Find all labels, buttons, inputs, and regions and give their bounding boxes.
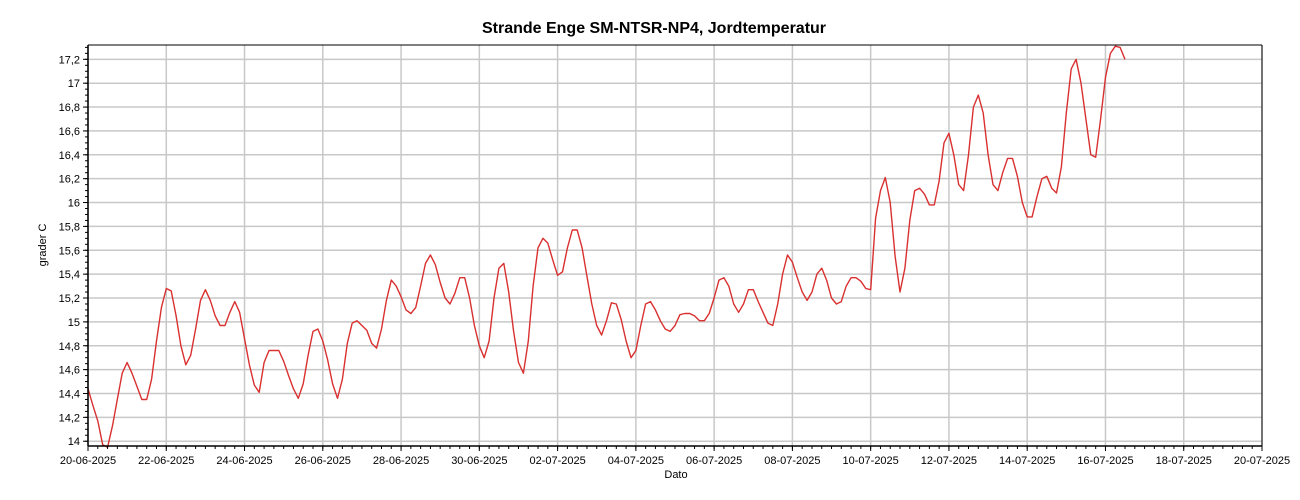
y-tick-label: 14 [68, 436, 80, 448]
x-tick-label: 22-06-2025 [138, 455, 194, 467]
y-tick-label: 14,4 [59, 388, 80, 400]
x-axis-ticks: 20-06-2025 22-06-2025 24-06-2025 26-06-2025… [60, 446, 1290, 467]
series-layer [87, 45, 1126, 448]
y-tick-label: 15,2 [59, 293, 80, 305]
y-tick-label: 17 [68, 78, 80, 90]
y-tick-label: 15 [68, 317, 80, 329]
y-axis-title: grader C [37, 224, 49, 267]
y-tick-label: 16,8 [59, 102, 80, 114]
x-tick-label: 20-07-2025 [1234, 455, 1290, 467]
chart-title: Strande Enge SM-NTSR-NP4, Jordtemperatur [481, 20, 827, 37]
x-axis-title: Dato [664, 469, 687, 481]
y-tick-label: 14,2 [59, 412, 80, 424]
x-tick-label: 10-07-2025 [843, 455, 899, 467]
x-tick-label: 04-07-2025 [608, 455, 664, 467]
y-axis-ticks: 14 14,2 14,4 14,6 14,8 15 15,2 15,4 15,6 15,8 16 16… [59, 46, 88, 448]
x-tick-label: 08-07-2025 [764, 455, 820, 467]
y-tick-label: 14,6 [59, 365, 80, 377]
series-line [87, 45, 1126, 448]
y-tick-label: 16 [68, 198, 80, 210]
x-tick-label: 02-07-2025 [529, 455, 585, 467]
axes [87, 44, 1263, 447]
y-tick-label: 15,8 [59, 221, 80, 233]
x-tick-label: 16-07-2025 [1077, 455, 1133, 467]
x-tick-label: 24-06-2025 [216, 455, 272, 467]
y-tick-label: 17,2 [59, 54, 80, 66]
y-tick-label: 16,4 [59, 150, 80, 162]
x-tick-label: 26-06-2025 [295, 455, 351, 467]
y-tick-label: 16,2 [59, 174, 80, 186]
x-tick-label: 14-07-2025 [999, 455, 1055, 467]
x-tick-label: 18-07-2025 [1156, 455, 1212, 467]
x-tick-label: 06-07-2025 [686, 455, 742, 467]
x-tick-label: 12-07-2025 [921, 455, 977, 467]
y-tick-label: 14,8 [59, 341, 80, 353]
grid [87, 45, 1263, 446]
x-tick-label: 20-06-2025 [60, 455, 116, 467]
y-tick-label: 15,4 [59, 269, 80, 281]
x-tick-label: 28-06-2025 [373, 455, 429, 467]
x-tick-label: 30-06-2025 [451, 455, 507, 467]
y-tick-label: 15,6 [59, 245, 80, 257]
y-tick-label: 16,6 [59, 126, 80, 138]
